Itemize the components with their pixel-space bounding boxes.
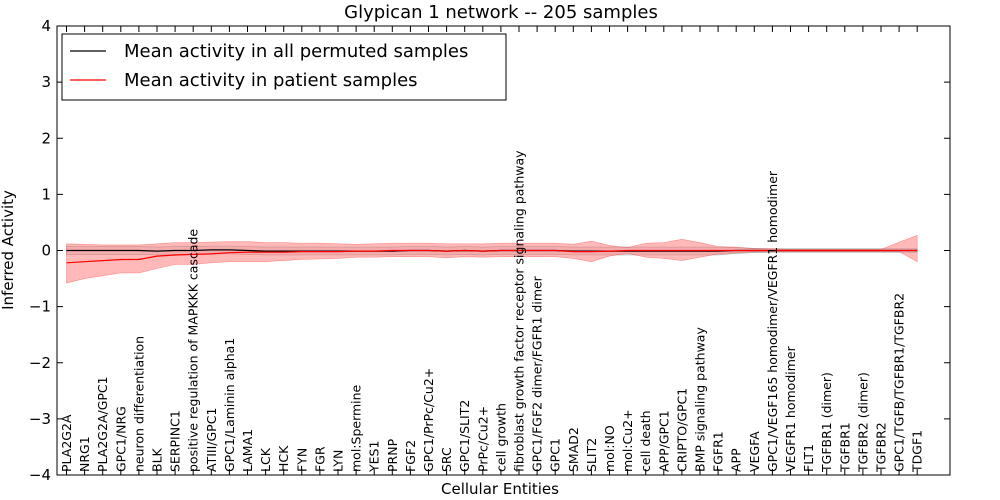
x-tick-label: GPC1 — [548, 438, 563, 472]
y-tick-label: 4 — [41, 17, 51, 35]
y-tick-label: −1 — [29, 298, 51, 316]
x-tick-label: YES1 — [367, 441, 382, 473]
x-tick-label: VEGFR1 homodimer — [783, 345, 798, 472]
x-tick-label: GPC1/PrPc/Cu2+ — [421, 368, 436, 472]
y-tick-label: 1 — [41, 185, 51, 203]
x-tick-label: FGFR1 — [711, 431, 726, 472]
chart-title: Glypican 1 network -- 205 samples — [344, 2, 658, 23]
x-tick-label: TGFBR2 — [874, 422, 889, 473]
x-tick-label: NRG1 — [77, 436, 92, 472]
x-tick-label: BLK — [150, 447, 165, 472]
x-tick-label: FYN — [294, 448, 309, 472]
band-patient — [66, 234, 918, 284]
x-tick-label: SRC — [439, 447, 454, 472]
x-axis-label: Cellular Entities — [441, 480, 559, 498]
x-tick-label: TDGF1 — [910, 430, 925, 473]
x-tick-label: APP — [729, 448, 744, 472]
x-tick-label: LYN — [331, 450, 346, 472]
y-tick-label: −3 — [29, 410, 51, 428]
legend-label-permuted: Mean activity in all permuted samples — [124, 41, 468, 62]
x-tick-label: GPC1/VEGF165 homodimer/VEGFR1 homodimer — [765, 170, 780, 472]
x-tick-label: FGF2 — [403, 440, 418, 472]
x-tick-label: HCK — [276, 445, 291, 472]
x-tick-label: mol:Cu2+ — [620, 409, 635, 472]
x-tick-label: PLA2G2A — [59, 414, 74, 472]
x-tick-label: GPC1/TGFB/TGFBR1/TGFBR2 — [892, 293, 907, 472]
series-lines — [66, 249, 918, 264]
x-tick-label: SMAD2 — [566, 427, 581, 472]
x-tick-label: BMP signaling pathway — [693, 327, 708, 472]
y-tick-label: 3 — [41, 73, 51, 91]
x-tick-label: TGFBR2 (dimer) — [855, 372, 870, 473]
x-tick-label: TGFBR1 (dimer) — [819, 372, 834, 473]
legend: Mean activity in all permuted samples Me… — [61, 33, 507, 101]
x-tick-label: cell death — [638, 410, 653, 472]
legend-label-patient: Mean activity in patient samples — [124, 70, 418, 91]
x-tick-label: neuron differentiation — [131, 336, 146, 472]
x-tick-label: FLT1 — [801, 444, 816, 472]
x-tick-label: fibroblast growth factor receptor signal… — [512, 150, 527, 472]
x-tick-label: GPC1/FGF2 dimer/FGFR1 dimer — [530, 275, 545, 472]
y-tick-label: 0 — [41, 242, 51, 260]
x-tick-label: CRIPTO/GPC1 — [674, 388, 689, 472]
y-axis: −4 −3 −2 −1 0 1 2 3 4 — [29, 17, 950, 484]
x-tick-label: FGR — [312, 446, 327, 472]
x-tick-label: GPC1/NRG — [113, 406, 128, 472]
x-tick-label: mol:Spermine — [349, 384, 364, 472]
x-tick-label: GPC1/SLIT2 — [457, 400, 472, 472]
x-tick-label: PLA2G2A/GPC1 — [95, 376, 110, 472]
x-tick-label: SERPINC1 — [168, 410, 183, 472]
x-tick-label: APP/GPC1 — [656, 410, 671, 472]
x-axis: PLA2G2A NRG1 PLA2G2A/GPC1 GPC1/NRG neuron di… — [59, 26, 925, 475]
x-tick-label: LCK — [258, 447, 273, 472]
x-tick-label: ATIII/GPC1 — [204, 408, 219, 472]
y-axis-label: Inferred Activity — [0, 190, 17, 310]
x-tick-label: SLIT2 — [584, 438, 599, 472]
x-tick-label: cell growth — [493, 403, 508, 472]
x-tick-label: mol:NO — [602, 425, 617, 472]
x-tick-label: PrPc/Cu2+ — [475, 406, 490, 472]
y-tick-label: −2 — [29, 354, 51, 372]
x-tick-label: LAMA1 — [240, 429, 255, 472]
x-tick-label: VEGFA — [747, 431, 762, 472]
legend-box — [61, 33, 507, 101]
y-tick-label: 2 — [41, 129, 51, 147]
y-tick-label: −4 — [29, 466, 51, 484]
x-tick-label: TGFBR1 — [837, 422, 852, 473]
line-patient — [66, 249, 918, 264]
x-tick-label: PRNP — [385, 438, 400, 472]
x-tick-label: GPC1/Laminin alpha1 — [222, 338, 237, 472]
x-tick-label: positive regulation of MAPKKK cascade — [186, 229, 201, 472]
